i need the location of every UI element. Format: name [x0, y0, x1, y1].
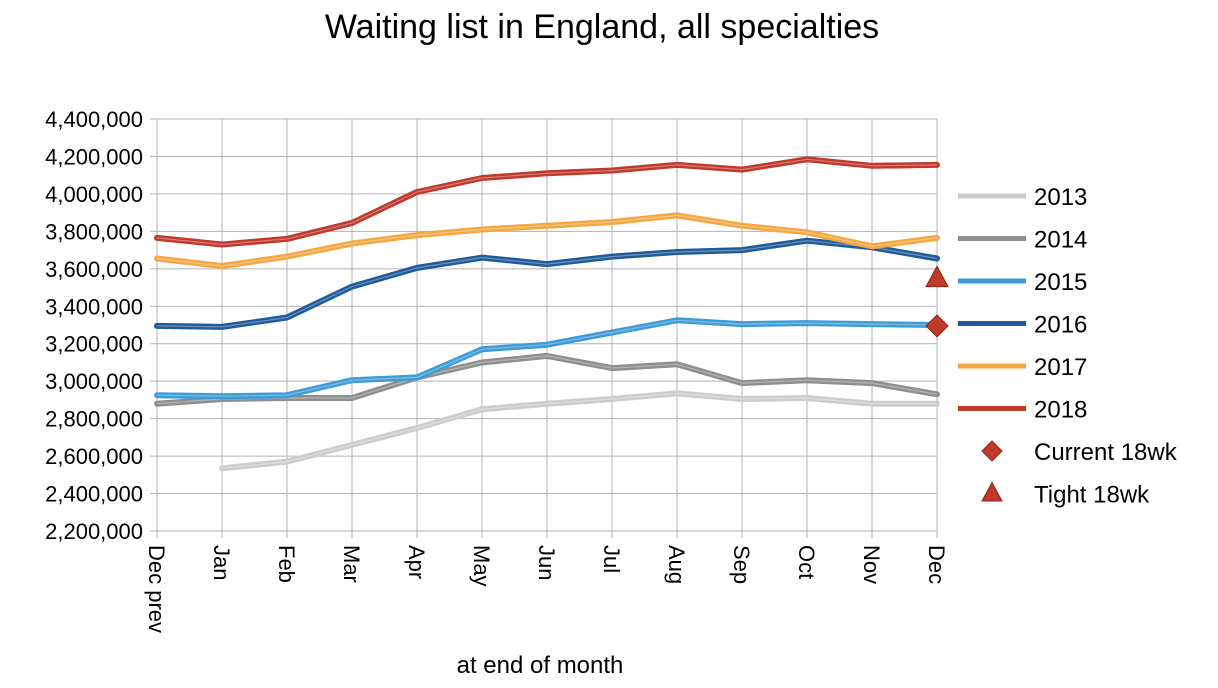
series-line-2016	[154, 237, 940, 330]
x-tick-label: Dec prev	[144, 545, 169, 633]
x-tick-label: Nov	[859, 545, 884, 584]
x-tick-label: Dec	[924, 545, 949, 584]
series-line-2015	[154, 317, 940, 400]
y-tick-label: 3,800,000	[45, 219, 143, 244]
series-line-2013	[219, 390, 940, 472]
series-lines	[154, 156, 940, 472]
target-markers	[925, 265, 949, 338]
x-axis-label: at end of month	[457, 652, 624, 679]
y-tick-label: 4,200,000	[45, 144, 143, 169]
legend-label-2018: 2018	[1034, 397, 1087, 424]
x-tick-label: Aug	[664, 545, 689, 584]
x-axis-ticks: Dec prev Jan Feb Mar Apr May Jun Jul Aug Sep Oct No…	[144, 531, 949, 633]
y-tick-label: 3,200,000	[45, 332, 143, 357]
legend-label-current-18wk: Current 18wk	[1034, 439, 1178, 466]
x-tick-label: Sep	[729, 545, 754, 584]
legend-swatch-current-18wk	[981, 440, 1003, 462]
x-tick-label: Mar	[339, 545, 364, 583]
series-line-highlight-2016	[156, 240, 938, 328]
y-tick-label: 4,400,000	[45, 107, 143, 132]
legend-label-2014: 2014	[1034, 227, 1087, 254]
chart-title: Waiting list in England, all specialties	[325, 8, 879, 46]
legend-label-2017: 2017	[1034, 354, 1087, 381]
y-tick-label: 2,800,000	[45, 407, 143, 432]
series-line-2017	[154, 212, 940, 269]
y-tick-label: 3,600,000	[45, 257, 143, 282]
marker-tight-18wk	[925, 265, 949, 288]
legend-label-tight-18wk: Tight 18wk	[1034, 482, 1150, 509]
marker-current-18wk	[925, 314, 949, 338]
y-tick-label: 4,000,000	[45, 182, 143, 207]
series-line-highlight-2015	[156, 319, 938, 397]
legend-label-2015: 2015	[1034, 269, 1087, 296]
y-tick-label: 2,400,000	[45, 482, 143, 507]
x-tick-label: Jun	[534, 545, 559, 580]
y-tick-label: 3,000,000	[45, 369, 143, 394]
series-line-2018	[154, 156, 940, 248]
series-line-highlight-2017	[156, 214, 938, 267]
x-tick-label: Jan	[209, 545, 234, 580]
legend-label-2013: 2013	[1034, 184, 1087, 211]
series-line-highlight-2013	[221, 392, 937, 469]
y-axis-ticks: 2,200,000 2,400,000 2,600,000 2,800,000 3,00…	[45, 107, 157, 544]
legend: 2013 2014 2015 2016 2017 2018 Current 18wk Tigh…	[958, 184, 1178, 509]
x-tick-label: Apr	[404, 545, 429, 579]
legend-label-2016: 2016	[1034, 312, 1087, 339]
series-line-highlight-2018	[156, 158, 938, 246]
x-tick-label: Oct	[794, 545, 819, 579]
x-tick-label: May	[469, 545, 494, 587]
y-tick-label: 2,600,000	[45, 444, 143, 469]
legend-swatch-tight-18wk	[981, 481, 1003, 502]
x-tick-label: Jul	[599, 545, 624, 573]
y-tick-label: 2,200,000	[45, 519, 143, 544]
x-tick-label: Feb	[274, 545, 299, 583]
y-tick-label: 3,400,000	[45, 294, 143, 319]
